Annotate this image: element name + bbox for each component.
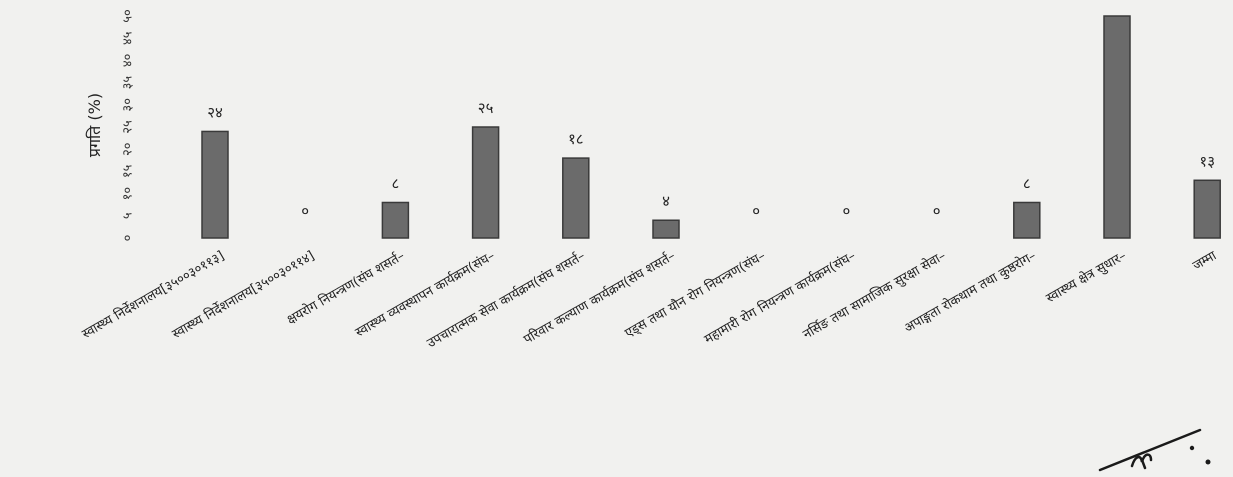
- signature-mark: [1098, 428, 1211, 472]
- y-tick-label: ३०: [121, 98, 136, 112]
- data-label: ४: [662, 192, 670, 210]
- bars: [201, 15, 1221, 239]
- y-tick-label: ४५: [121, 31, 136, 45]
- y-tick-label: २५: [121, 120, 136, 134]
- data-label: १८: [568, 130, 584, 148]
- category-label: उपचारात्मक सेवा कार्यक्रम(संघ शसर्त–: [424, 248, 588, 352]
- bar: [471, 126, 500, 239]
- bar: [201, 130, 229, 239]
- bar: [1013, 201, 1041, 239]
- y-tick-label: १५: [121, 164, 136, 178]
- y-tick-label: २०: [121, 142, 136, 156]
- category-label: स्वास्थ्य निर्देशनालय[३५००३०११३]: [79, 248, 227, 343]
- y-tick-label: ०: [121, 235, 136, 242]
- data-label: २५: [478, 99, 494, 117]
- bar: [1103, 15, 1131, 239]
- y-tick-label: ५०: [121, 9, 136, 23]
- bar: [652, 219, 680, 239]
- y-tick-label: ४०: [121, 54, 136, 68]
- data-label: ०: [752, 202, 760, 220]
- data-label: १३: [1199, 152, 1215, 170]
- data-label: ०: [842, 202, 850, 220]
- y-tick-label: ३५: [121, 76, 136, 90]
- data-label: ०: [933, 202, 941, 220]
- y-tick-label: १०: [121, 187, 136, 201]
- data-label: ८: [391, 174, 399, 192]
- category-label: स्वास्थ्य निर्देशनालय[३५००३०११४]: [169, 248, 317, 343]
- bar: [562, 157, 590, 239]
- bar: [1193, 179, 1221, 239]
- y-tick-label: ५: [121, 212, 136, 219]
- data-label: २४: [207, 103, 223, 121]
- data-labels: २४ ० ८ २५ १८ ४ ० ० ० ८ १३: [207, 99, 1215, 220]
- category-label: नर्सिङ तथा सामाजिक सुरक्षा सेवा–: [800, 248, 948, 343]
- category-label: महामारी रोग नियन्त्रण कार्यक्रम(संघ–: [702, 248, 859, 348]
- data-label: ०: [301, 202, 309, 220]
- category-labels: स्वास्थ्य निर्देशनालय[३५००३०११३]स्वास्थ्…: [79, 248, 1220, 352]
- y-axis-ticks: ० ५ १० १५ २० २५ ३० ३५ ४० ४५ ५०: [121, 9, 136, 241]
- y-axis-label: प्रगति (%): [85, 93, 104, 157]
- bar: [381, 201, 410, 239]
- category-label: परिवार कल्याण कार्यक्रम(संघ शसर्त–: [521, 248, 678, 348]
- category-label: स्वास्थ्य व्यवस्थापन कार्यक्रम(संघ–: [353, 248, 498, 341]
- category-label: एड्स तथा यौन रोग नियन्त्रण(संघ–: [622, 248, 768, 342]
- category-label: जम्मा: [1190, 248, 1219, 274]
- category-label: स्वास्थ्य क्षेत्र सुधार–: [1043, 248, 1129, 307]
- data-label: ८: [1023, 174, 1031, 192]
